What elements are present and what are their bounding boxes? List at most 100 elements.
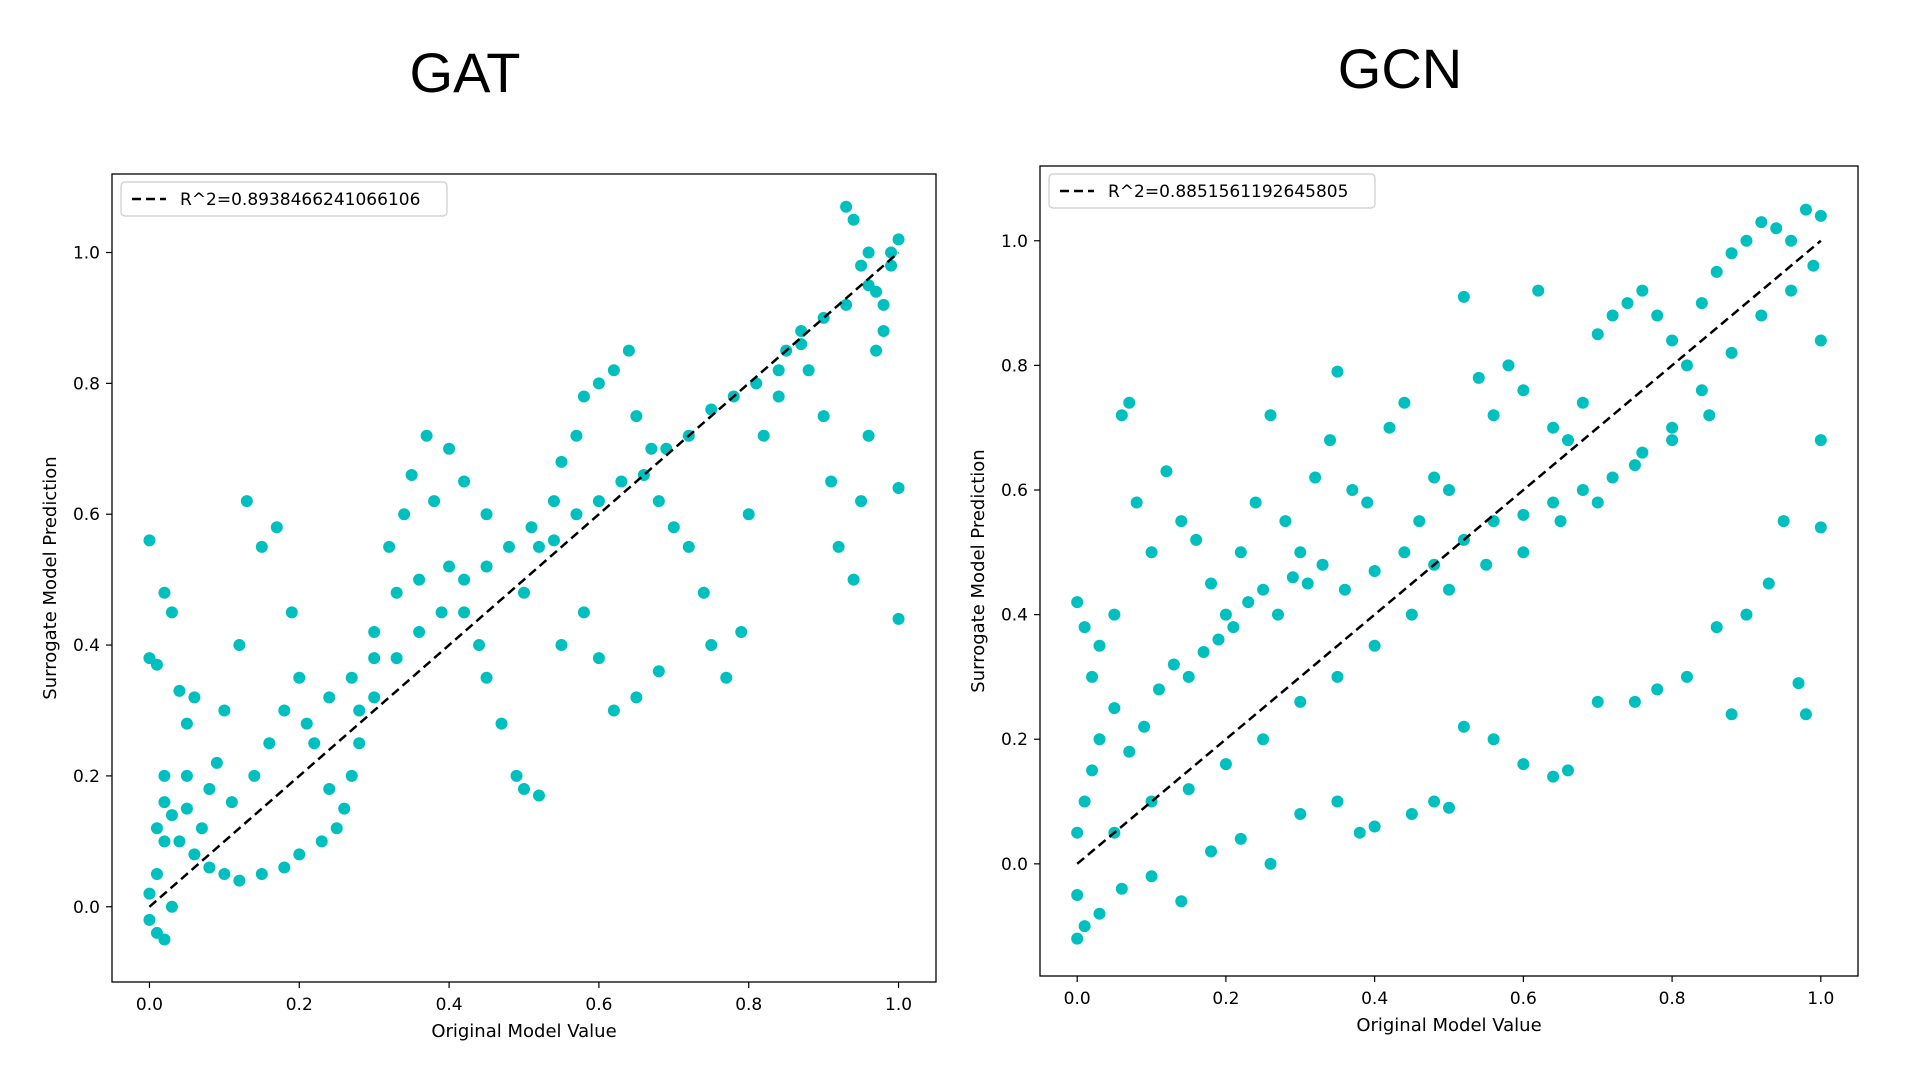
data-point xyxy=(1457,720,1470,733)
data-point xyxy=(720,671,733,684)
data-point xyxy=(622,344,635,357)
data-point xyxy=(188,848,201,861)
data-point xyxy=(323,691,336,704)
data-point xyxy=(143,534,156,547)
data-point xyxy=(1108,702,1121,715)
data-point xyxy=(338,802,351,815)
y-tick-label: 0.8 xyxy=(73,374,100,394)
data-point xyxy=(1443,484,1455,496)
data-point xyxy=(1443,801,1455,814)
data-point xyxy=(308,737,321,750)
data-point xyxy=(847,213,860,226)
data-point xyxy=(577,390,590,403)
data-point xyxy=(1078,920,1091,933)
data-point xyxy=(555,639,568,652)
x-tick-label: 0.8 xyxy=(735,995,762,1015)
data-point xyxy=(885,259,898,272)
data-point xyxy=(1175,895,1188,908)
data-point xyxy=(607,364,620,377)
data-point xyxy=(158,933,171,946)
data-point xyxy=(877,298,890,311)
data-point xyxy=(825,475,838,488)
data-point xyxy=(1219,758,1232,771)
data-point xyxy=(315,835,328,848)
data-point xyxy=(570,508,583,521)
data-point xyxy=(1628,459,1641,472)
legend-label: R^2=0.8938466241066106 xyxy=(180,190,420,210)
data-point xyxy=(1331,365,1344,378)
data-point xyxy=(1799,708,1812,721)
data-point xyxy=(1078,621,1091,634)
data-point xyxy=(1271,608,1284,621)
data-point xyxy=(1093,907,1106,920)
data-point xyxy=(1628,695,1641,708)
data-point xyxy=(1547,421,1560,434)
data-point xyxy=(458,573,471,586)
data-point xyxy=(1338,583,1351,596)
data-point xyxy=(1368,639,1381,652)
data-point xyxy=(293,671,306,684)
data-point xyxy=(1249,496,1262,509)
data-point xyxy=(1725,346,1738,359)
data-point xyxy=(1398,396,1411,409)
data-point xyxy=(383,540,396,553)
data-point xyxy=(270,521,283,534)
data-point xyxy=(413,573,426,586)
data-point xyxy=(428,495,441,508)
data-point xyxy=(1190,533,1203,546)
data-point xyxy=(1294,695,1307,708)
x-tick-label: 0.2 xyxy=(286,995,313,1015)
data-point xyxy=(892,482,905,495)
data-point xyxy=(480,671,493,684)
data-point xyxy=(1636,284,1649,297)
data-point xyxy=(1152,683,1165,696)
data-point xyxy=(1331,795,1344,808)
data-point xyxy=(405,468,418,481)
data-point xyxy=(1636,446,1649,459)
data-point xyxy=(203,861,216,874)
y-tick-label: 0.0 xyxy=(1001,855,1028,875)
data-point xyxy=(473,639,486,652)
data-point xyxy=(1279,515,1292,528)
x-tick-label: 1.0 xyxy=(1807,989,1834,1009)
data-point xyxy=(203,782,216,795)
data-point xyxy=(158,769,171,782)
legend-box xyxy=(120,181,448,217)
data-point xyxy=(1309,471,1322,484)
data-point xyxy=(390,652,403,665)
data-point xyxy=(1680,359,1693,372)
data-point xyxy=(1762,577,1775,590)
data-point xyxy=(1591,328,1604,341)
data-point xyxy=(173,684,186,697)
data-point xyxy=(1487,409,1500,422)
data-point xyxy=(503,540,516,553)
data-point xyxy=(1145,546,1158,559)
data-point xyxy=(1651,309,1664,322)
data-point xyxy=(458,606,471,619)
data-point xyxy=(547,495,560,508)
data-point xyxy=(862,246,875,259)
data-point xyxy=(353,704,366,717)
y-tick-label: 0.0 xyxy=(73,898,100,918)
data-point xyxy=(1219,608,1232,621)
data-point xyxy=(1725,708,1738,721)
data-point xyxy=(443,442,456,455)
data-point xyxy=(1710,265,1723,278)
data-point xyxy=(832,540,845,553)
data-point xyxy=(1576,484,1589,496)
data-point xyxy=(592,495,605,508)
data-point xyxy=(233,639,246,652)
data-point xyxy=(1212,633,1225,646)
data-point xyxy=(435,606,448,619)
data-point xyxy=(1799,203,1812,216)
data-point xyxy=(555,455,568,468)
data-point xyxy=(143,913,156,926)
data-point xyxy=(1651,683,1664,696)
data-point xyxy=(1205,577,1218,590)
y-tick-label: 0.6 xyxy=(1001,481,1028,501)
data-point xyxy=(143,887,156,900)
x-tick-label: 0.4 xyxy=(436,995,463,1015)
x-axis-label: Original Model Value xyxy=(431,1021,616,1042)
data-point xyxy=(1324,434,1337,447)
scatter-chart-gcn: 0.0 0.2 0.4 0.6 0.8 1.0 0.0 0.2 0.4 0.6 0.8 1.0 Orig… xyxy=(968,165,1859,1036)
